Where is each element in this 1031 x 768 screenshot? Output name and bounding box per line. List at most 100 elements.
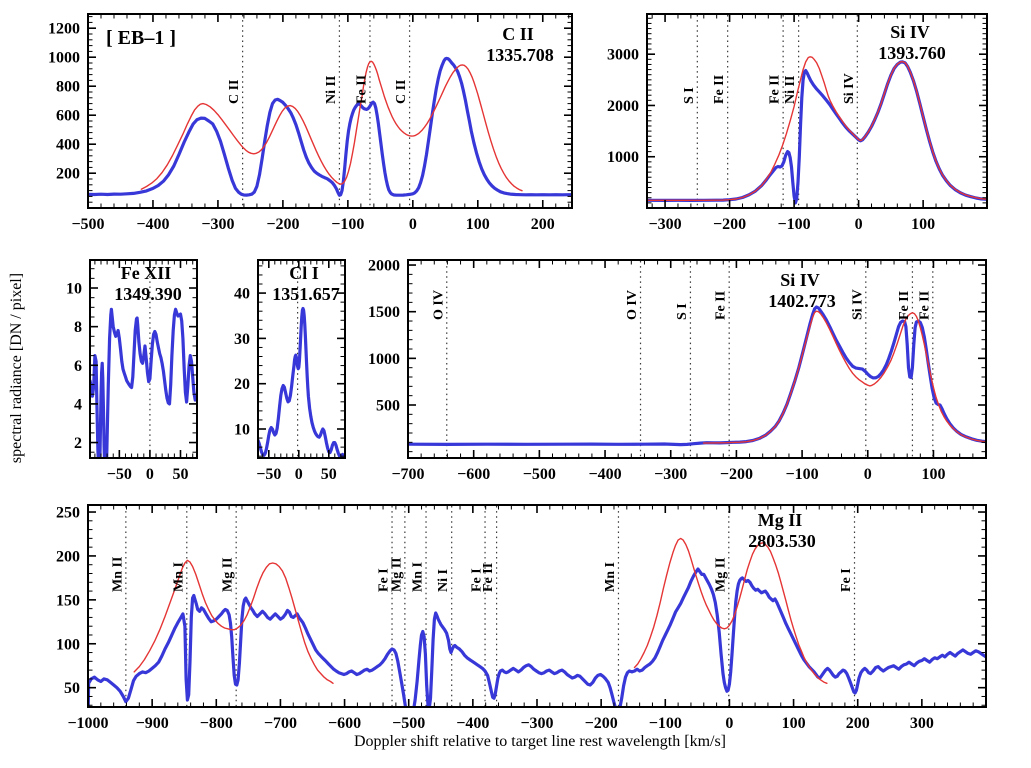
panel-rest-wavelength: 1335.708	[486, 45, 554, 65]
y-tick-label: 4	[74, 396, 82, 413]
marker-label: Mg II	[389, 557, 404, 592]
x-tick-label: 200	[531, 216, 555, 233]
axis-ticks	[407, 260, 987, 458]
marker-label: Mn I	[411, 562, 426, 592]
y-tick-label: 20	[234, 376, 250, 393]
marker-label: Fe II	[714, 291, 729, 320]
panel-rest-wavelength: 1402.773	[768, 291, 836, 311]
y-tick-label: 40	[234, 286, 250, 303]
y-tick-label: 30	[234, 331, 250, 348]
y-tick-label: 200	[56, 166, 80, 183]
y-tick-label: 2000	[368, 258, 400, 275]
y-tick-label: 8	[74, 319, 82, 336]
y-tick-label: 1000	[368, 351, 400, 368]
panel-title: Cl I	[289, 263, 319, 283]
x-tick-label: −200	[720, 466, 753, 483]
x-tick-label: 300	[910, 715, 934, 732]
panel-mgii-2803: −1000 −900 −800 −700 −600 −500 −400 −300 −200 −10…	[56, 504, 987, 732]
marker-label: Mn I	[603, 562, 618, 592]
y-tick-label: 200	[56, 548, 80, 565]
fit-curve	[633, 537, 828, 684]
x-tick-label: −900	[136, 715, 169, 732]
x-tick-label: −300	[520, 715, 553, 732]
marker-label: Fe II	[917, 291, 932, 320]
axis-ticks	[87, 14, 572, 209]
x-tick-label: 100	[782, 715, 806, 732]
marker-label: Fe I	[470, 568, 485, 592]
observed-curve	[88, 567, 986, 707]
y-tick-label: 1000	[607, 149, 639, 166]
x-tick-label: 0	[295, 466, 303, 483]
x-tick-label: −50	[107, 466, 132, 483]
x-tick-label: −400	[456, 715, 489, 732]
x-tick-label: 50	[172, 466, 188, 483]
y-axis-title: spectral radiance [DN / pixel]	[8, 273, 25, 463]
marker-label: Fe II	[897, 291, 912, 320]
y-tick-label: 100	[56, 636, 80, 653]
marker-label: Ni I	[436, 569, 451, 592]
y-tick-label: 2000	[607, 98, 639, 115]
axis-ticks	[87, 505, 987, 707]
marker-label: Ni II	[783, 76, 798, 104]
panel-siiv-1402: −700 −600 −500 −400 −300 −200 −100 0 100 500 1000 1…	[368, 258, 987, 483]
marker-label: Mn II	[110, 557, 125, 592]
marker-label: S I	[682, 87, 697, 104]
panel-rest-wavelength: 1349.390	[114, 284, 182, 304]
x-tick-label: 0	[855, 216, 863, 233]
y-tick-label: 400	[56, 137, 80, 154]
y-tick-label: 10	[66, 281, 82, 298]
x-tick-label: 0	[725, 715, 733, 732]
y-tick-label: 500	[376, 398, 400, 415]
axis-ticks	[90, 260, 197, 458]
y-tick-label: 6	[74, 358, 82, 375]
y-tick-label: 1500	[368, 304, 400, 321]
y-tick-label: 150	[56, 592, 80, 609]
axis-ticks	[258, 260, 345, 458]
x-tick-label: −500	[392, 715, 425, 732]
x-tick-label: −300	[201, 216, 234, 233]
panel-rest-wavelength: 1351.657	[272, 284, 340, 304]
x-tick-label: 0	[146, 466, 154, 483]
x-tick-label: −1000	[67, 715, 108, 732]
x-tick-label: −700	[391, 466, 424, 483]
x-tick-label: −100	[786, 466, 819, 483]
marker-label: Fe II	[481, 563, 496, 592]
y-tick-label: 50	[64, 680, 80, 697]
marker-label: Fe II	[768, 75, 783, 104]
y-tick-label: 1200	[48, 21, 80, 38]
x-tick-label: −100	[649, 715, 682, 732]
x-tick-label: −500	[71, 216, 104, 233]
y-tick-label: 1000	[48, 50, 80, 67]
x-tick-label: −200	[266, 216, 299, 233]
marker-label: C II	[227, 79, 242, 104]
marker-label: Fe I	[377, 568, 392, 592]
y-tick-label: 250	[56, 505, 80, 522]
marker-label: Fe II	[354, 75, 369, 104]
marker-label: C II	[394, 79, 409, 104]
marker-label: S I	[675, 303, 690, 320]
y-tick-label: 2	[74, 435, 82, 452]
panel-title: Si IV	[890, 22, 930, 42]
marker-label: Fe I	[839, 568, 854, 592]
x-tick-label: −100	[331, 216, 364, 233]
panel-title: Si IV	[780, 270, 820, 290]
fit-curve	[702, 310, 986, 444]
x-tick-label: 50	[321, 466, 337, 483]
marker-label: Si IV	[842, 73, 857, 104]
x-tick-label: 100	[921, 466, 945, 483]
x-tick-label: −700	[264, 715, 297, 732]
x-tick-label: −400	[136, 216, 169, 233]
x-tick-label: 200	[846, 715, 870, 732]
y-tick-label: 800	[56, 79, 80, 96]
marker-label: O IV	[431, 290, 446, 320]
dataset-label: [ EB–1 ]	[106, 27, 176, 49]
observed-curve	[88, 56, 572, 197]
axes-frame	[87, 13, 573, 209]
x-tick-label: −600	[457, 466, 490, 483]
x-tick-label: −100	[778, 216, 811, 233]
axes-frame	[257, 259, 346, 459]
